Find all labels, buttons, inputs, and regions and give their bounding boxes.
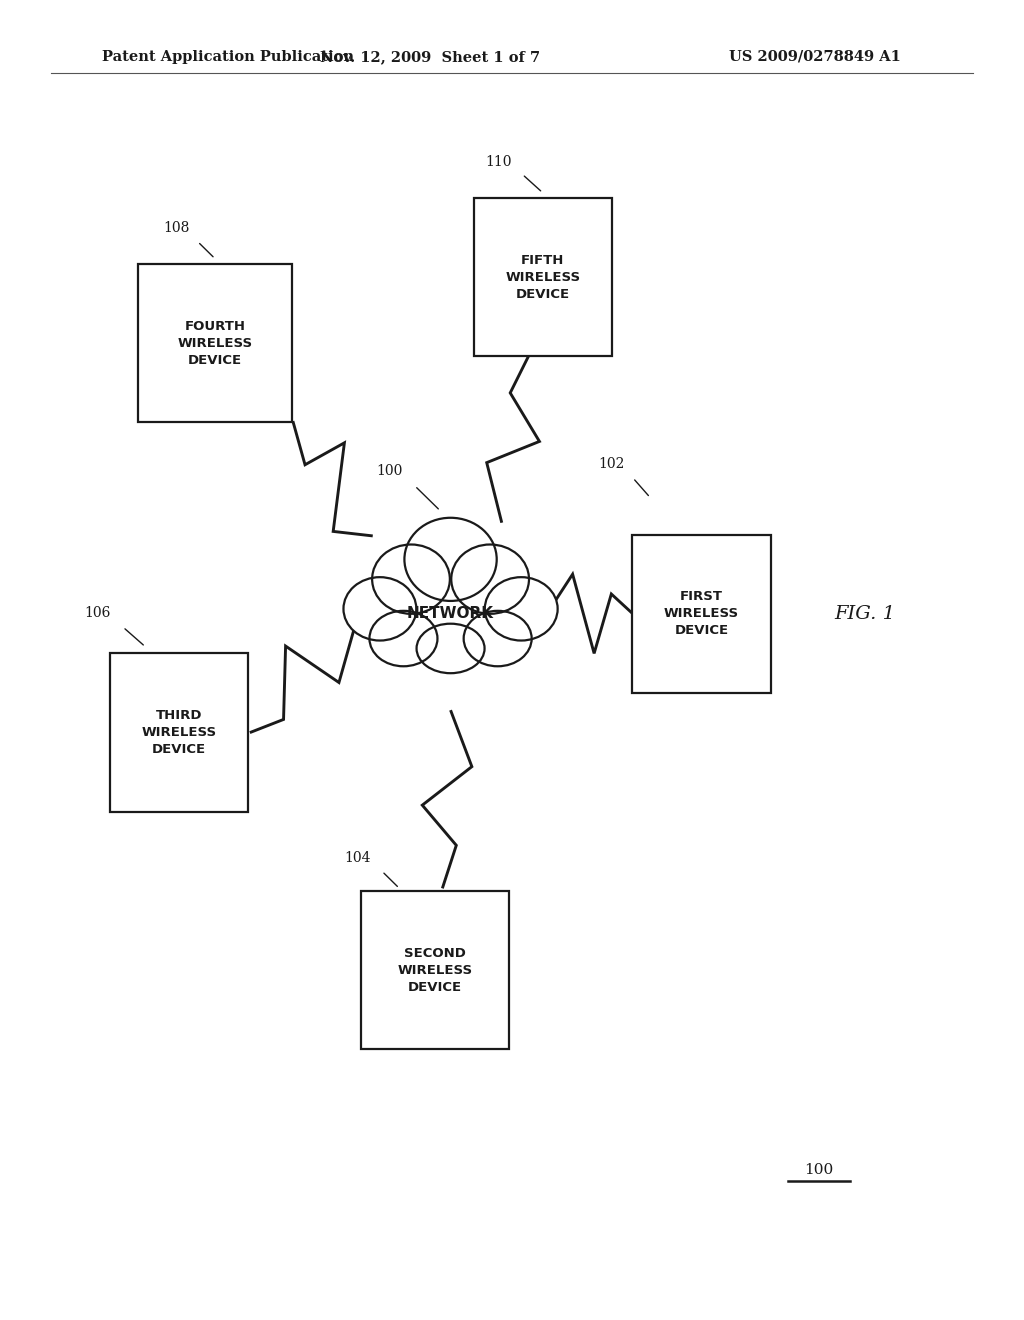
Ellipse shape	[464, 611, 531, 667]
Ellipse shape	[353, 540, 548, 688]
Text: SECOND
WIRELESS
DEVICE: SECOND WIRELESS DEVICE	[397, 946, 473, 994]
Ellipse shape	[417, 623, 484, 673]
Text: 102: 102	[598, 457, 625, 471]
FancyBboxPatch shape	[633, 535, 771, 693]
FancyBboxPatch shape	[360, 891, 509, 1049]
Text: FIRST
WIRELESS
DEVICE: FIRST WIRELESS DEVICE	[664, 590, 739, 638]
Text: Nov. 12, 2009  Sheet 1 of 7: Nov. 12, 2009 Sheet 1 of 7	[321, 50, 540, 63]
Text: 110: 110	[485, 154, 512, 169]
Text: FIFTH
WIRELESS
DEVICE: FIFTH WIRELESS DEVICE	[505, 253, 581, 301]
FancyBboxPatch shape	[473, 198, 612, 356]
FancyBboxPatch shape	[110, 653, 248, 812]
Text: 106: 106	[84, 606, 111, 620]
Ellipse shape	[484, 577, 558, 640]
FancyBboxPatch shape	[138, 264, 292, 422]
Text: FOURTH
WIRELESS
DEVICE: FOURTH WIRELESS DEVICE	[177, 319, 253, 367]
Ellipse shape	[370, 611, 437, 667]
Ellipse shape	[372, 544, 450, 614]
Ellipse shape	[343, 577, 417, 640]
Text: 108: 108	[163, 220, 189, 235]
Ellipse shape	[452, 544, 529, 614]
Ellipse shape	[404, 517, 497, 601]
Text: Patent Application Publication: Patent Application Publication	[102, 50, 354, 63]
Text: 100: 100	[376, 463, 402, 478]
Text: NETWORK: NETWORK	[408, 606, 494, 622]
Text: 100: 100	[805, 1163, 834, 1177]
Text: US 2009/0278849 A1: US 2009/0278849 A1	[729, 50, 901, 63]
Text: THIRD
WIRELESS
DEVICE: THIRD WIRELESS DEVICE	[141, 709, 217, 756]
Text: 104: 104	[344, 850, 371, 865]
Text: FIG. 1: FIG. 1	[835, 605, 896, 623]
